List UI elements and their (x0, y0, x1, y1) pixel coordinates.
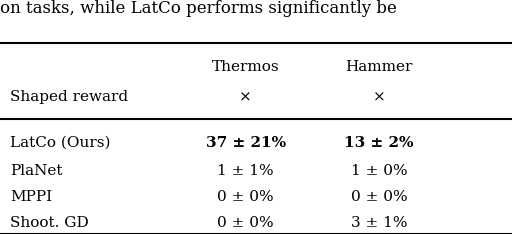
Text: 0 ± 0%: 0 ± 0% (351, 190, 407, 204)
Text: 1 ± 0%: 1 ± 0% (351, 164, 407, 178)
Text: ×: × (372, 90, 385, 104)
Text: 13 ± 2%: 13 ± 2% (344, 136, 414, 150)
Text: LatCo (Ours): LatCo (Ours) (10, 136, 111, 150)
Text: Shaped reward: Shaped reward (10, 90, 129, 104)
Text: 3 ± 1%: 3 ± 1% (351, 216, 407, 230)
Text: Hammer: Hammer (345, 60, 413, 74)
Text: 0 ± 0%: 0 ± 0% (218, 190, 274, 204)
Text: 1 ± 1%: 1 ± 1% (218, 164, 274, 178)
Text: on tasks, while LatCo performs significantly be: on tasks, while LatCo performs significa… (0, 0, 397, 17)
Text: Shoot. GD: Shoot. GD (10, 216, 89, 230)
Text: MPPI: MPPI (10, 190, 52, 204)
Text: ×: × (239, 90, 252, 104)
Text: 37 ± 21%: 37 ± 21% (206, 136, 286, 150)
Text: Thermos: Thermos (212, 60, 280, 74)
Text: PlaNet: PlaNet (10, 164, 63, 178)
Text: 0 ± 0%: 0 ± 0% (218, 216, 274, 230)
